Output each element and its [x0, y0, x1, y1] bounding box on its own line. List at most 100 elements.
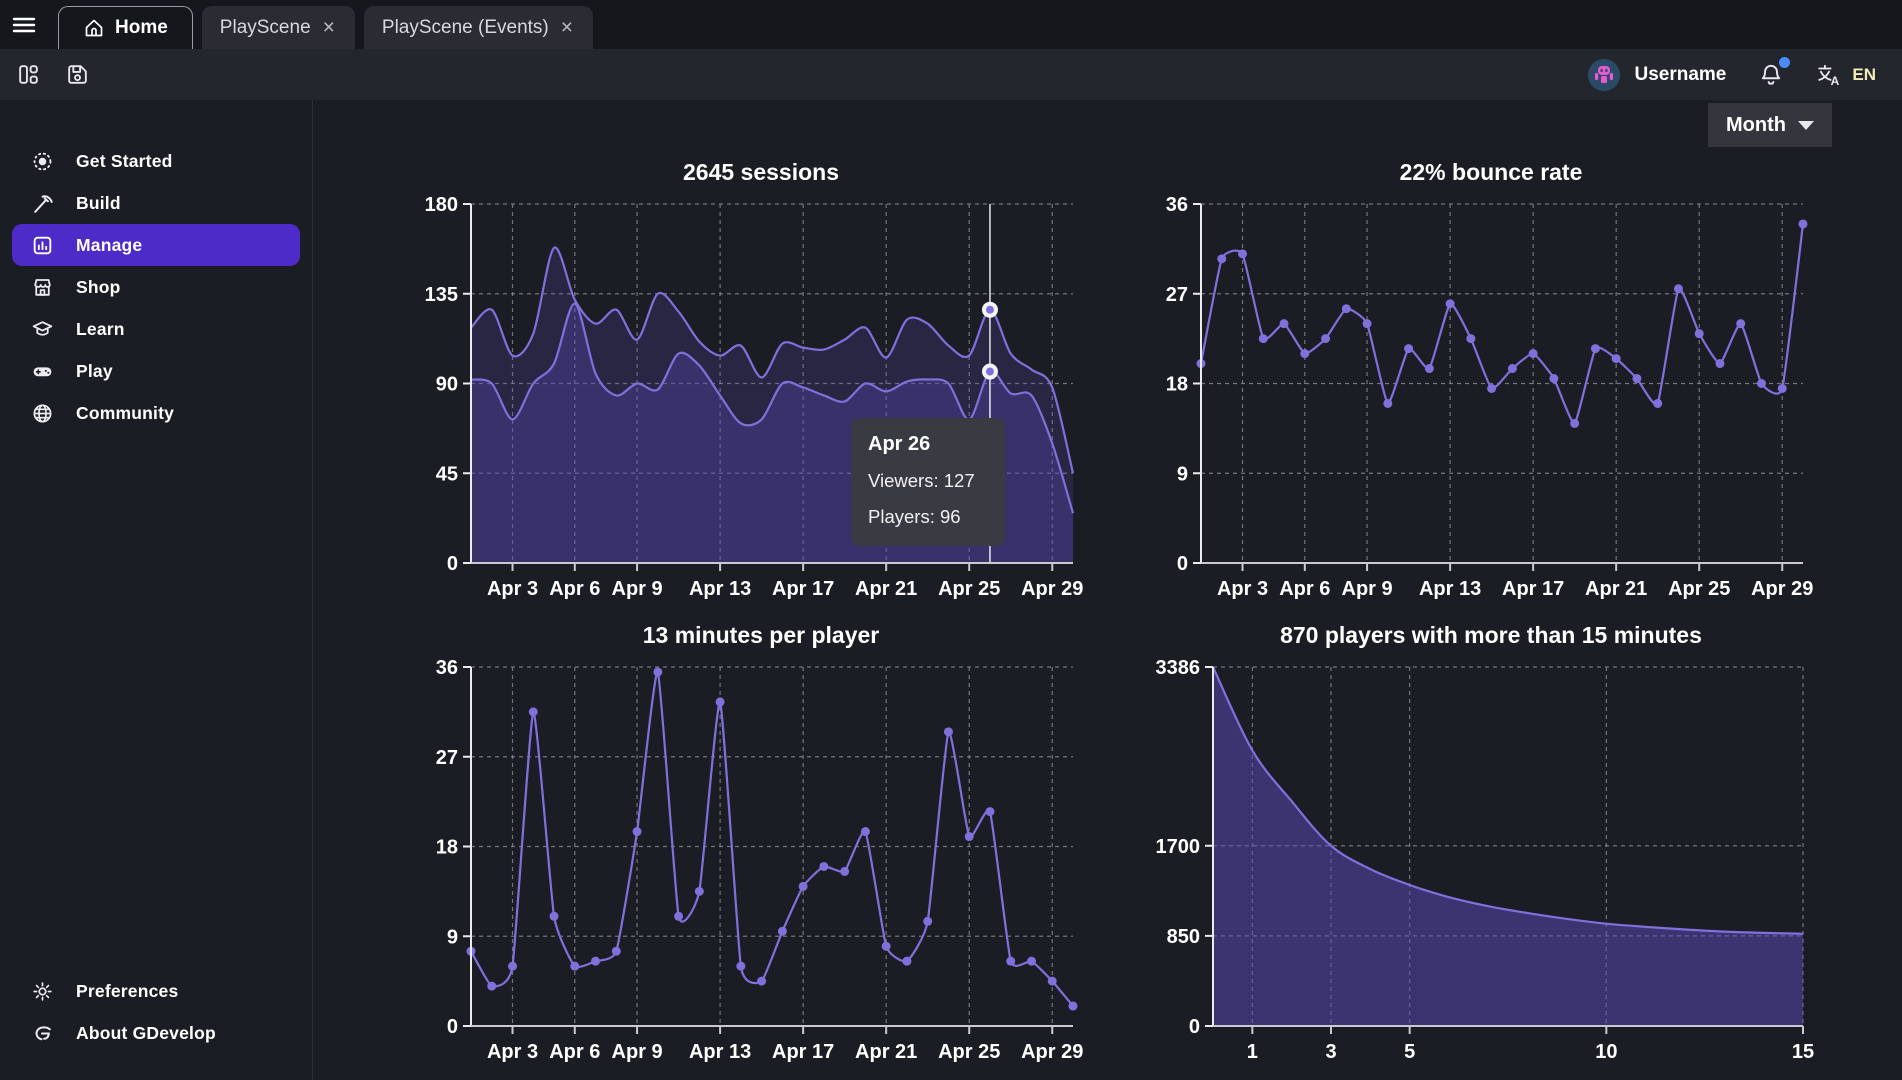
- chart-title: 870 players with more than 15 minutes: [1280, 622, 1702, 648]
- period-value: Month: [1726, 113, 1786, 136]
- close-icon[interactable]: ×: [322, 16, 335, 39]
- chart-title: 2645 sessions: [682, 159, 839, 185]
- sidebar-item-manage[interactable]: Manage: [12, 224, 300, 266]
- notifications-button[interactable]: [1756, 56, 1791, 90]
- sidebar-item-build[interactable]: Build: [12, 182, 300, 224]
- storefront-icon: [30, 275, 54, 299]
- svg-text:18: 18: [1166, 374, 1188, 396]
- svg-text:Apr 29: Apr 29: [1021, 1041, 1083, 1063]
- svg-text:Apr 6: Apr 6: [549, 578, 600, 600]
- robot-avatar-icon: [1588, 58, 1621, 91]
- gamepad-icon: [30, 359, 54, 383]
- svg-text:0: 0: [1177, 553, 1188, 575]
- svg-text:10: 10: [1595, 1041, 1617, 1063]
- svg-text:45: 45: [436, 463, 458, 485]
- charts-grid: 2645 sessions 0 45 90 135 180 Apr 3 Apr 6 Apr 9…: [313, 100, 1902, 1070]
- svg-text:90: 90: [436, 374, 458, 396]
- notification-dot: [1779, 56, 1791, 68]
- svg-text:135: 135: [425, 284, 458, 306]
- svg-text:A: A: [1831, 73, 1840, 87]
- svg-text:850: 850: [1167, 926, 1200, 948]
- toggle-panels-button[interactable]: [14, 60, 43, 89]
- avatar: [1588, 58, 1621, 91]
- gear-icon: [30, 979, 54, 1003]
- svg-text:9: 9: [1177, 463, 1188, 485]
- svg-text:Apr 21: Apr 21: [1585, 578, 1647, 600]
- gdevelop-logo-icon: [30, 1021, 54, 1045]
- sidebar-item-community[interactable]: Community: [12, 392, 300, 434]
- svg-text:Apr 29: Apr 29: [1751, 578, 1813, 600]
- tab-label: Home: [115, 17, 168, 38]
- save-button[interactable]: [63, 60, 92, 89]
- svg-text:Apr 25: Apr 25: [1668, 578, 1730, 600]
- language-selector[interactable]: A EN: [1816, 62, 1876, 88]
- period-dropdown[interactable]: Month: [1708, 103, 1832, 147]
- svg-text:18: 18: [436, 837, 458, 859]
- tooltip-players: Players: 96: [868, 506, 961, 527]
- svg-text:1700: 1700: [1156, 836, 1201, 858]
- chevron-down-icon: [1798, 120, 1814, 130]
- svg-text:Apr 21: Apr 21: [855, 1041, 917, 1063]
- svg-text:Apr 17: Apr 17: [772, 1041, 834, 1063]
- svg-text:3: 3: [1325, 1041, 1336, 1063]
- chart-title: 22% bounce rate: [1399, 159, 1583, 185]
- minutes-per-player-chart: 13 minutes per player 0 9 18 27 36 Apr 3 Apr 6…: [401, 619, 1121, 1070]
- sidebar-spacer: [0, 434, 312, 970]
- svg-text:Apr 25: Apr 25: [938, 578, 1000, 600]
- svg-text:Apr 29: Apr 29: [1021, 578, 1083, 600]
- globe-icon: [30, 401, 54, 425]
- svg-text:Apr 21: Apr 21: [855, 578, 917, 600]
- chart-tooltip: Apr 26 Viewers: 127 Players: 96: [851, 418, 1005, 546]
- tab-label: PlayScene: [219, 16, 311, 38]
- chart-title: 13 minutes per player: [642, 622, 880, 648]
- player-retention-chart: 870 players with more than 15 minutes 0 8…: [1131, 619, 1851, 1070]
- hamburger-icon: [12, 17, 36, 32]
- tooltip-viewers: Viewers: 127: [868, 470, 975, 491]
- svg-text:Apr 13: Apr 13: [689, 578, 751, 600]
- svg-text:Apr 17: Apr 17: [1502, 578, 1564, 600]
- sidebar-item-shop[interactable]: Shop: [12, 266, 300, 308]
- svg-text:36: 36: [1166, 194, 1188, 216]
- sessions-chart: 2645 sessions 0 45 90 135 180 Apr 3 Apr 6 Apr 9…: [401, 156, 1121, 607]
- svg-text:Apr 9: Apr 9: [612, 578, 663, 600]
- svg-text:27: 27: [436, 747, 458, 769]
- close-icon[interactable]: ×: [560, 16, 574, 39]
- bounce-rate-chart-plot[interactable]: 0 9 18 27 36 Apr 3 Apr 6 Apr 9 Apr 13 Apr 17 Apr 2…: [1141, 192, 1821, 607]
- sidebar-item-about-gdevelop[interactable]: About GDevelop: [12, 1012, 300, 1054]
- svg-text:1: 1: [1247, 1041, 1258, 1063]
- player-retention-chart-plot[interactable]: 0 850 1700 3386 1 3 5 10 15: [1141, 655, 1821, 1070]
- save-icon: [68, 65, 87, 84]
- tab-home[interactable]: Home: [58, 6, 193, 49]
- sidebar: Get Started Build Manage: [0, 100, 313, 1080]
- svg-text:27: 27: [1166, 284, 1188, 306]
- svg-text:Apr 13: Apr 13: [689, 1041, 751, 1063]
- graduation-cap-icon: [30, 317, 54, 341]
- svg-text:Apr 3: Apr 3: [1217, 578, 1268, 600]
- svg-text:0: 0: [447, 1016, 458, 1038]
- main-menu-button[interactable]: [0, 0, 48, 49]
- username-label: Username: [1634, 63, 1727, 85]
- sidebar-item-play[interactable]: Play: [12, 350, 300, 392]
- bounce-rate-chart: 22% bounce rate 0 9 18 27 36 Apr 3 Apr 6 Apr 9 A…: [1131, 156, 1851, 607]
- minutes-per-player-chart-plot[interactable]: 0 9 18 27 36 Apr 3 Apr 6 Apr 9 Apr 13 Apr 17 Apr 2…: [411, 655, 1091, 1070]
- svg-text:Apr 25: Apr 25: [938, 1041, 1000, 1063]
- bar-chart-icon: [30, 233, 54, 257]
- svg-text:0: 0: [447, 553, 458, 575]
- svg-text:5: 5: [1404, 1041, 1415, 1063]
- tab-playscene-events[interactable]: PlayScene (Events) ×: [363, 6, 594, 49]
- svg-text:Apr 3: Apr 3: [487, 578, 538, 600]
- svg-text:9: 9: [447, 926, 458, 948]
- svg-text:180: 180: [425, 194, 458, 216]
- toolbar: Username A EN: [0, 49, 1902, 100]
- svg-text:3386: 3386: [1156, 657, 1201, 679]
- bell-icon: [1762, 64, 1781, 85]
- tab-playscene[interactable]: PlayScene ×: [201, 6, 355, 49]
- sidebar-item-get-started[interactable]: Get Started: [12, 140, 300, 182]
- user-menu[interactable]: Username: [1588, 58, 1727, 91]
- translate-icon: A: [1818, 64, 1840, 87]
- sidebar-item-preferences[interactable]: Preferences: [12, 970, 300, 1012]
- sidebar-item-learn[interactable]: Learn: [12, 308, 300, 350]
- panels-layout-icon: [19, 65, 38, 84]
- svg-text:Apr 6: Apr 6: [1279, 578, 1330, 600]
